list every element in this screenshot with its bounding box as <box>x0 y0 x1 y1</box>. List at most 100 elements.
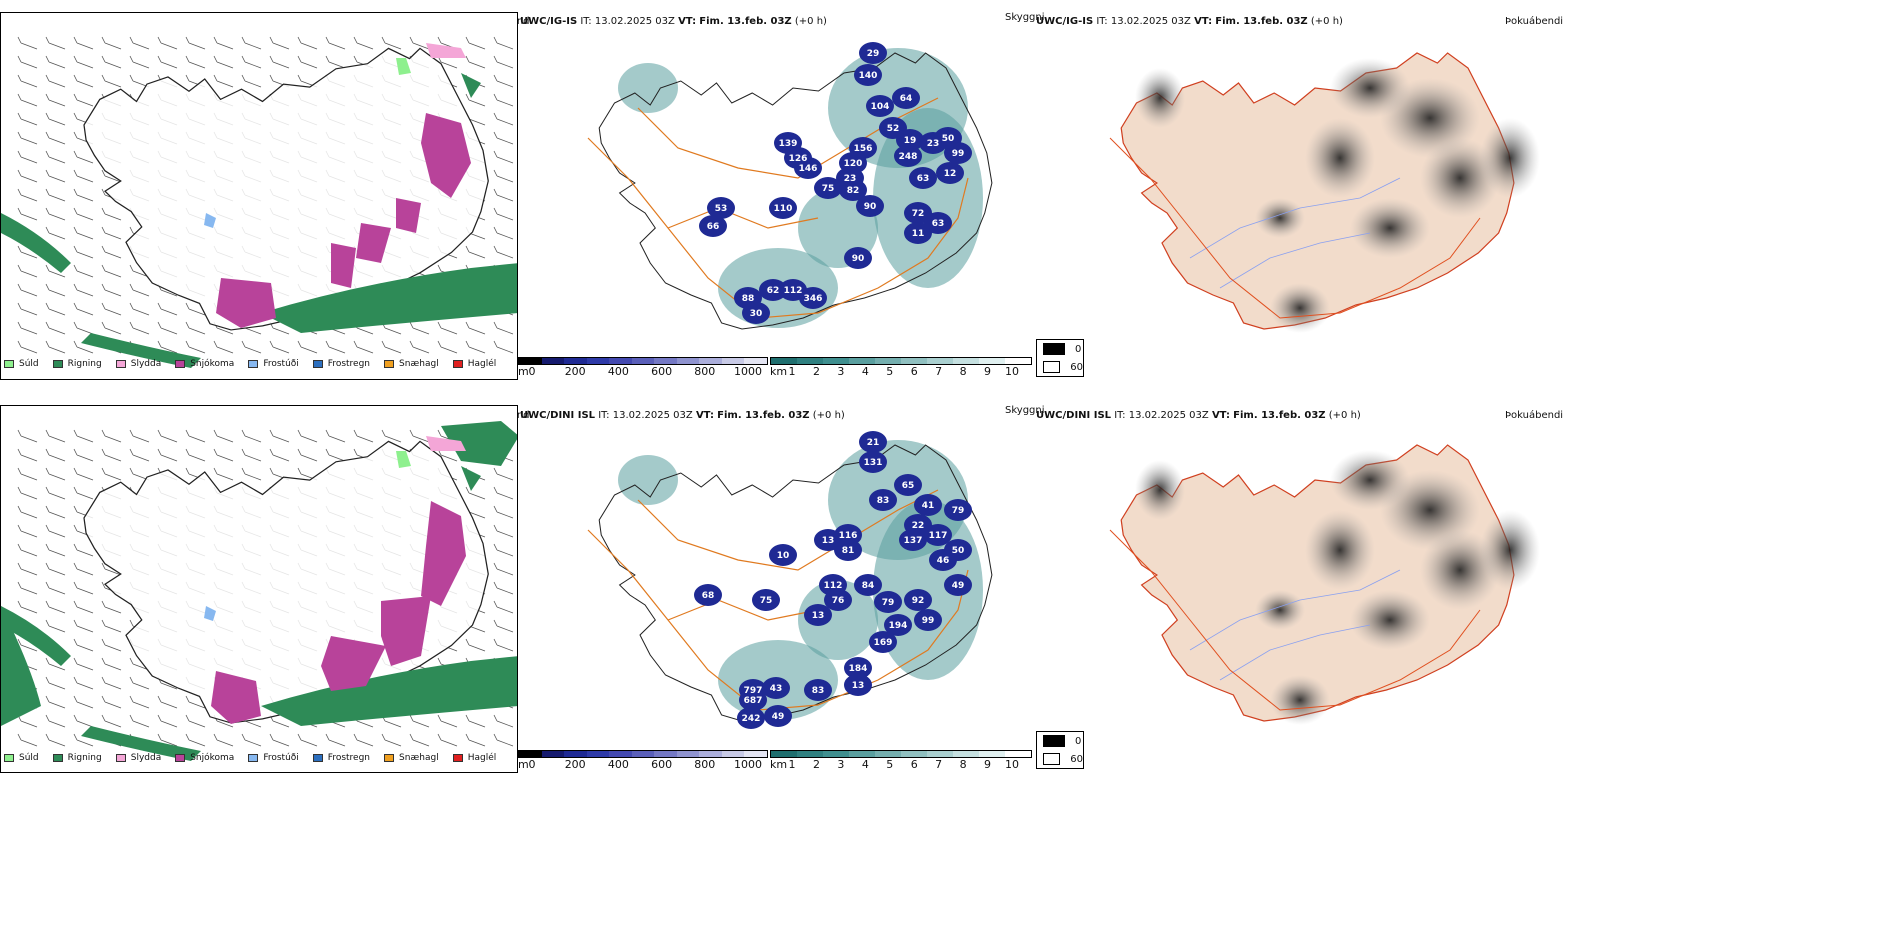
visibility-value: 68 <box>702 591 715 601</box>
visibility-value: 22 <box>912 521 925 531</box>
sleet-area <box>426 436 466 451</box>
iceland-outline <box>598 444 993 722</box>
visibility-value: 83 <box>877 496 890 506</box>
fog-map-svg <box>1109 52 1540 333</box>
rain-area <box>461 466 481 491</box>
visibility-value: 104 <box>871 102 890 112</box>
colorbar-ticks: km 1 2 3 4 5 6 7 8 9 10 <box>770 365 1032 379</box>
visibility-value: 65 <box>902 481 915 491</box>
cloud-base-core <box>854 64 882 86</box>
rain-area <box>261 656 517 726</box>
legend-swatch <box>248 754 259 762</box>
colorbar-tick: 0 <box>528 365 536 378</box>
colorbar-tick: 1 <box>788 365 796 378</box>
cloud-base-core <box>769 544 797 566</box>
rain-area <box>1 606 71 666</box>
colorbar-step <box>721 358 745 364</box>
colorbar-ticks: m 0 200 400 600 800 1000 <box>518 365 768 379</box>
cloud-base-core <box>896 129 924 151</box>
freezing-drizzle-area <box>204 213 216 228</box>
colorbar-step <box>901 751 927 757</box>
colorbar-step <box>564 358 587 364</box>
legend-item: Slydda <box>115 359 161 369</box>
visibility-colorbar: km 1 2 3 4 5 6 7 8 9 10 <box>770 357 1032 379</box>
visibility-value: 81 <box>842 546 855 556</box>
colorbar-step <box>609 358 632 364</box>
colorbar-step <box>771 358 797 364</box>
colorbar-tick: 400 <box>607 758 629 771</box>
fog-map <box>1040 28 1555 358</box>
cloud-base-core <box>924 212 952 234</box>
fog-header: UWC/DINI ISL IT: 13.02.2025 03Z VT: Fim.… <box>1036 410 1361 421</box>
visibility-value: 79 <box>952 506 965 516</box>
colorbar-step <box>564 751 587 757</box>
colorbar-step <box>631 751 655 757</box>
colorbar-step <box>586 358 610 364</box>
legend-swatch <box>52 754 63 762</box>
cloud-base-core <box>739 689 767 711</box>
cloud-base-core <box>894 474 922 496</box>
colorbar-tick: 7 <box>935 365 943 378</box>
fog-map-svg <box>1109 444 1540 725</box>
visibility-value: 30 <box>750 309 763 319</box>
visibility-value: 112 <box>824 581 843 591</box>
fog-title: Þokuábendi <box>1505 410 1564 421</box>
fog-legend-label: 0 <box>1075 343 1082 355</box>
colorbar-tick: 9 <box>984 758 992 771</box>
legend-label: Frostregn <box>327 753 371 763</box>
visibility-value: 13 <box>852 681 865 691</box>
visibility-value: 126 <box>789 154 808 164</box>
cloud-title: Skyggni <box>1005 12 1045 23</box>
cloud-base-core <box>814 529 842 551</box>
legend-label: Frostúði <box>263 359 299 369</box>
colorbar-step <box>519 751 542 757</box>
precip-map-svg <box>1 421 517 761</box>
cloud-base-core <box>869 489 897 511</box>
fog-legend-label: 60 <box>1070 361 1083 373</box>
visibility-value: 21 <box>867 438 880 448</box>
visibility-value: 79 <box>882 598 895 608</box>
snow-area <box>421 113 471 198</box>
colorbar-strip <box>518 750 768 758</box>
colorbar-step <box>699 751 722 757</box>
legend-item: Haglél <box>452 359 496 369</box>
visibility-value: 72 <box>912 209 925 219</box>
cloud-base-core <box>914 494 942 516</box>
visibility-value: 23 <box>927 139 940 149</box>
colorbar-tick: 200 <box>564 758 586 771</box>
legend-swatch <box>115 360 126 368</box>
visibility-value: 156 <box>854 144 873 154</box>
rain-area <box>441 421 517 466</box>
rain-area <box>1 213 71 273</box>
visibility-value: 797 <box>744 686 763 696</box>
legend-swatch <box>312 754 323 762</box>
iceland-outline <box>598 52 993 330</box>
colorbar-tick: 800 <box>694 758 716 771</box>
legend-swatch <box>175 754 186 762</box>
visibility-value: 29 <box>867 49 880 59</box>
cloud-base-core <box>844 247 872 269</box>
visibility-value: 184 <box>849 664 868 674</box>
legend-label: Rigning <box>67 753 102 763</box>
cloud-base-cores <box>699 42 972 324</box>
cloud-base-core <box>914 609 942 631</box>
snow-area <box>211 671 261 724</box>
visibility-value: 19 <box>904 136 917 146</box>
legend-swatch <box>175 360 186 368</box>
rain-area <box>461 73 481 98</box>
colorbar-tick: 0 <box>528 758 536 771</box>
visibility-value: 75 <box>760 596 773 606</box>
cloud-base-colorbar: m 0 200 400 600 800 1000 <box>518 750 768 772</box>
legend-label: Haglél <box>467 753 497 763</box>
fog-map <box>1040 420 1555 750</box>
colorbar-step <box>797 358 823 364</box>
legend-swatch <box>452 360 463 368</box>
cloud-base-core <box>707 197 735 219</box>
colorbar-tick: 800 <box>694 365 716 378</box>
colorbar-unit: km <box>770 365 788 378</box>
legend-item: Frostregn <box>312 359 370 369</box>
colorbar-step <box>979 358 1005 364</box>
colorbar-step <box>875 751 901 757</box>
visibility-value: 242 <box>742 714 761 724</box>
